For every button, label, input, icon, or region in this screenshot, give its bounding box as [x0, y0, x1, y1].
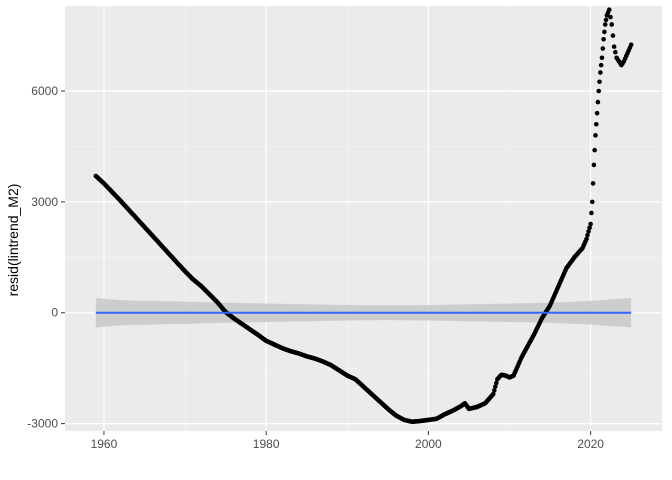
data-point	[611, 44, 617, 49]
data-point	[584, 236, 589, 242]
y-axis-title: resid(lintrend_M2)	[5, 184, 21, 297]
data-point	[593, 121, 599, 127]
data-point	[494, 380, 499, 386]
data-point	[610, 33, 616, 38]
data-point	[613, 49, 618, 55]
data-point	[598, 62, 604, 68]
data-point	[597, 79, 602, 85]
x-tick-label: 2000	[415, 437, 442, 451]
data-point	[628, 42, 634, 48]
data-point	[588, 221, 593, 227]
data-point	[609, 22, 615, 27]
data-point	[591, 162, 597, 168]
y-tick-label: 0	[51, 306, 58, 320]
data-point	[585, 232, 590, 238]
data-point	[493, 384, 498, 389]
data-point	[595, 99, 601, 105]
data-point	[592, 147, 597, 153]
data-point	[603, 17, 609, 23]
x-tick-label: 1960	[91, 437, 118, 451]
data-point	[589, 210, 594, 216]
y-tick-label: 3000	[31, 195, 58, 209]
x-tick-label: 2020	[577, 437, 604, 451]
data-point	[589, 199, 595, 205]
data-point	[601, 36, 606, 42]
data-point	[590, 181, 596, 186]
axes: 1960 1980 2000 2020 -3000 0 3000 6000	[27, 84, 604, 451]
data-point	[490, 391, 496, 397]
data-point	[491, 388, 497, 393]
data-point	[594, 110, 600, 116]
data-point	[586, 229, 591, 234]
data-point	[598, 70, 603, 75]
data-point	[596, 88, 602, 94]
y-tick-label: 6000	[31, 84, 58, 98]
data-point	[608, 14, 613, 20]
panel-background	[65, 6, 662, 431]
data-point	[593, 133, 598, 138]
y-tick-label: -3000	[27, 417, 58, 431]
x-tick-label: 1980	[253, 437, 280, 451]
data-point	[587, 225, 592, 231]
minor-grid	[65, 6, 662, 431]
data-point	[602, 29, 607, 35]
data-point	[606, 7, 612, 12]
data-points	[93, 7, 634, 425]
data-point	[602, 22, 608, 27]
data-point	[600, 46, 606, 51]
data-point	[599, 55, 605, 61]
